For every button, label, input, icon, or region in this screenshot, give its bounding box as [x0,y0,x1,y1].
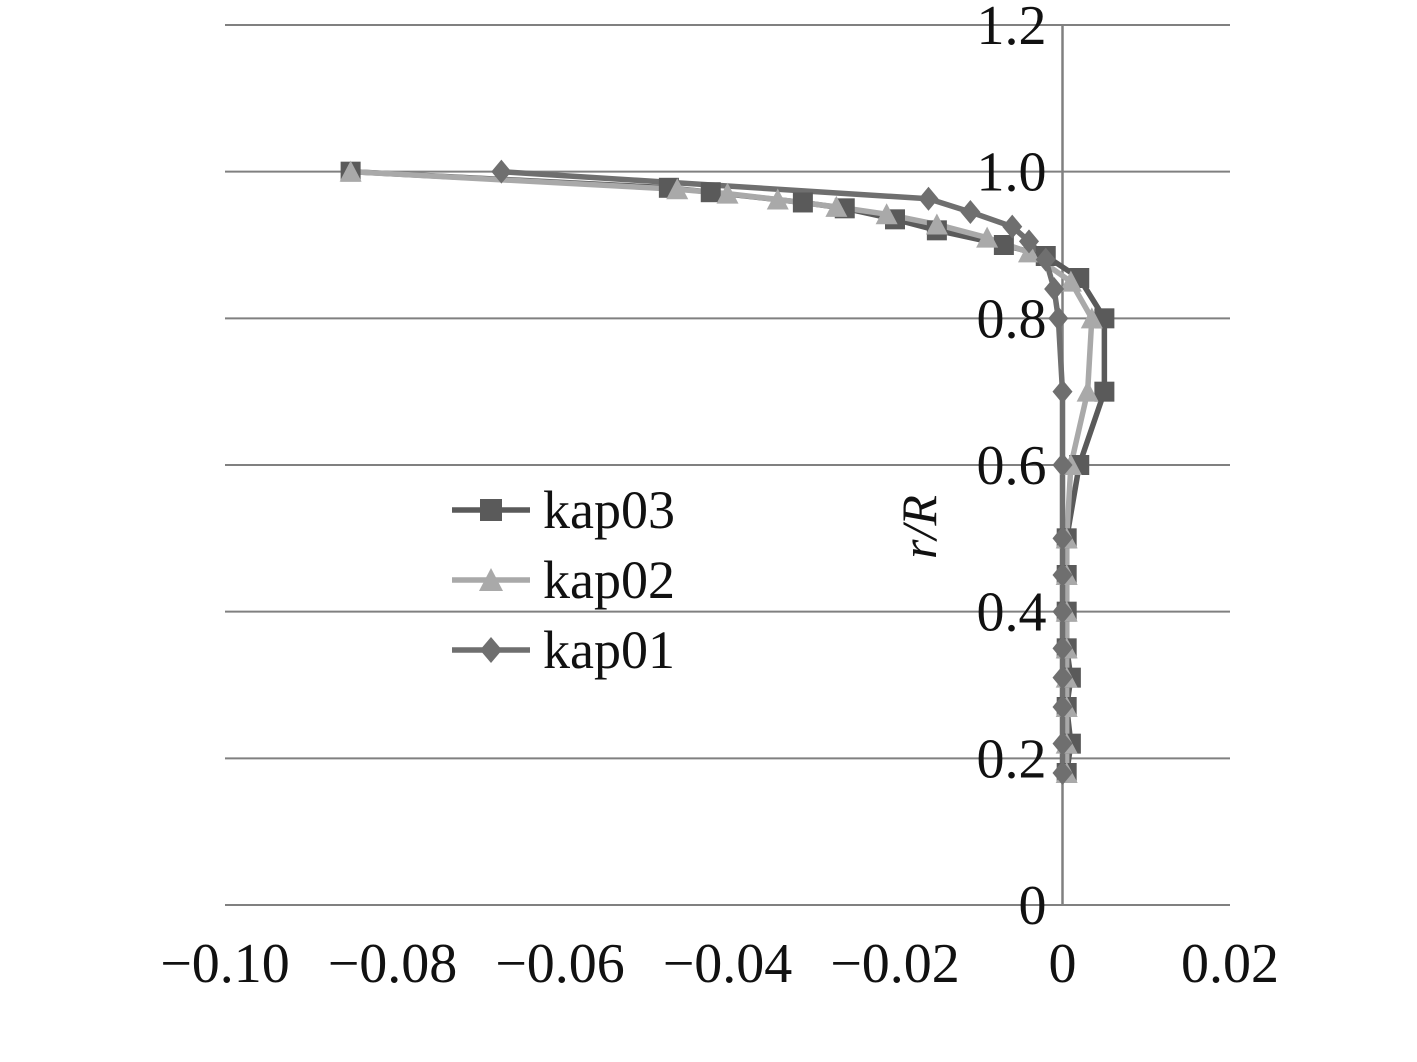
kap03-marker [700,182,721,203]
kap01-marker [491,159,512,184]
kap01-marker [1035,247,1056,272]
kap01-marker [1052,563,1073,587]
y-tick-label: 1.0 [977,142,1047,204]
kap01-marker [1048,306,1069,331]
kap01-marker [1052,665,1073,690]
kap02-marker [976,226,999,248]
kap01-marker [918,186,939,211]
kap01-marker [1052,599,1073,624]
kap02-marker [1076,380,1099,402]
kap02-marker [716,182,739,204]
kap03-marker [993,235,1014,255]
y-tick-label: 0.8 [977,288,1047,350]
kap02-marker [339,160,362,182]
kap01-marker [1052,453,1073,477]
x-tick-label: −0.10 [160,933,290,995]
y-axis-title: r/R [891,495,947,559]
x-tick-label: 0 [1049,933,1077,995]
kap02-marker [1059,270,1082,292]
kap01-marker [1002,214,1023,239]
kap01-marker [1052,731,1073,756]
x-tick-label: −0.02 [830,933,960,995]
kap01-marker [1052,761,1073,785]
kap02-marker [825,195,848,217]
kap01-marker [960,200,981,224]
x-tick-label: −0.08 [328,933,458,995]
y-tick-label: 0.4 [977,582,1047,644]
kap01-marker [1019,229,1039,254]
kap02-marker [766,188,789,210]
x-tick-label: −0.04 [663,933,793,995]
legend-marker-kap03 [480,499,502,521]
legend-label-kap01: kap01 [543,620,675,680]
kap01-marker [1052,636,1073,661]
kap01-marker [1052,526,1073,551]
x-tick-label: −0.06 [495,933,625,995]
legend-marker-kap01 [480,637,502,663]
y-tick-label: 1.2 [977,0,1047,57]
y-tick-label: 0.2 [977,728,1047,790]
x-tick-label: 0.02 [1181,933,1279,995]
kap01-marker [1052,695,1073,719]
legend-label-kap03: kap03 [543,480,675,540]
kap02-marker [925,213,948,235]
y-tick-label: 0.6 [977,435,1047,497]
kap02-marker [666,178,689,200]
legend-marker-kap02 [479,568,503,591]
kap02-marker [1080,307,1103,329]
legend-label-kap02: kap02 [543,550,675,610]
kap03-marker [1094,381,1115,402]
kap02-marker [875,203,898,225]
y-tick-label: 0 [1019,875,1047,937]
kap01-marker [1044,277,1065,301]
kap01-marker [1052,379,1073,404]
kap03-marker [792,192,813,213]
